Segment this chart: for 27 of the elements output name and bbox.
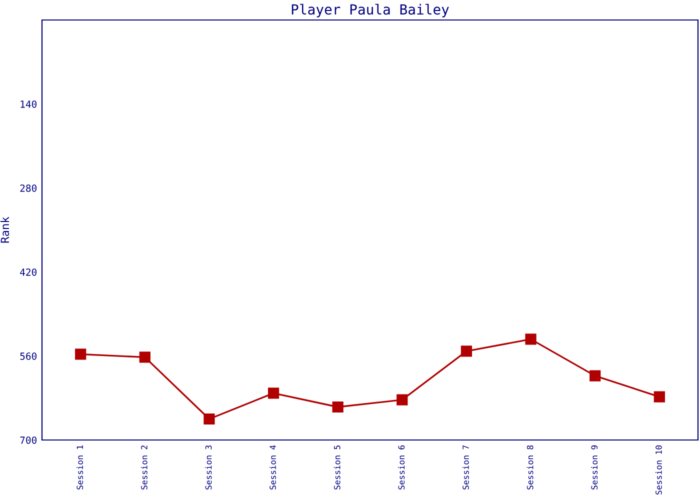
y-tick-label: 140 <box>20 100 37 108</box>
x-tick-label: Session 1 <box>76 445 84 490</box>
point <box>332 401 344 413</box>
y-tick-label: 700 <box>20 436 37 444</box>
x-tick-label: Session 6 <box>398 445 405 490</box>
point <box>654 391 665 402</box>
y-tick-label: 280 <box>20 184 37 192</box>
y-tick-label: 560 <box>20 352 37 360</box>
point <box>525 334 536 345</box>
x-tick-label: Session 4 <box>270 445 276 490</box>
point <box>204 413 215 425</box>
x-tick-label: Session 9 <box>591 445 598 490</box>
point <box>590 370 601 382</box>
point <box>460 346 472 357</box>
point <box>396 394 408 406</box>
chart-title: Player Paula Bailey <box>292 4 449 18</box>
y-axis-title: Rank <box>0 216 10 243</box>
x-tick-label: Session 2 <box>140 446 148 490</box>
x-tick-label: Session 8 <box>526 445 534 490</box>
point <box>139 352 150 363</box>
x-tick-label: Session 7 <box>462 445 469 490</box>
x-tick-label: Session 5 <box>334 446 340 490</box>
point <box>268 388 280 399</box>
x-tick-label: Session 3 <box>205 445 212 490</box>
x-tick-label: Session 10 <box>655 445 662 494</box>
y-tick-label: 420 <box>20 268 37 276</box>
point <box>75 348 86 360</box>
